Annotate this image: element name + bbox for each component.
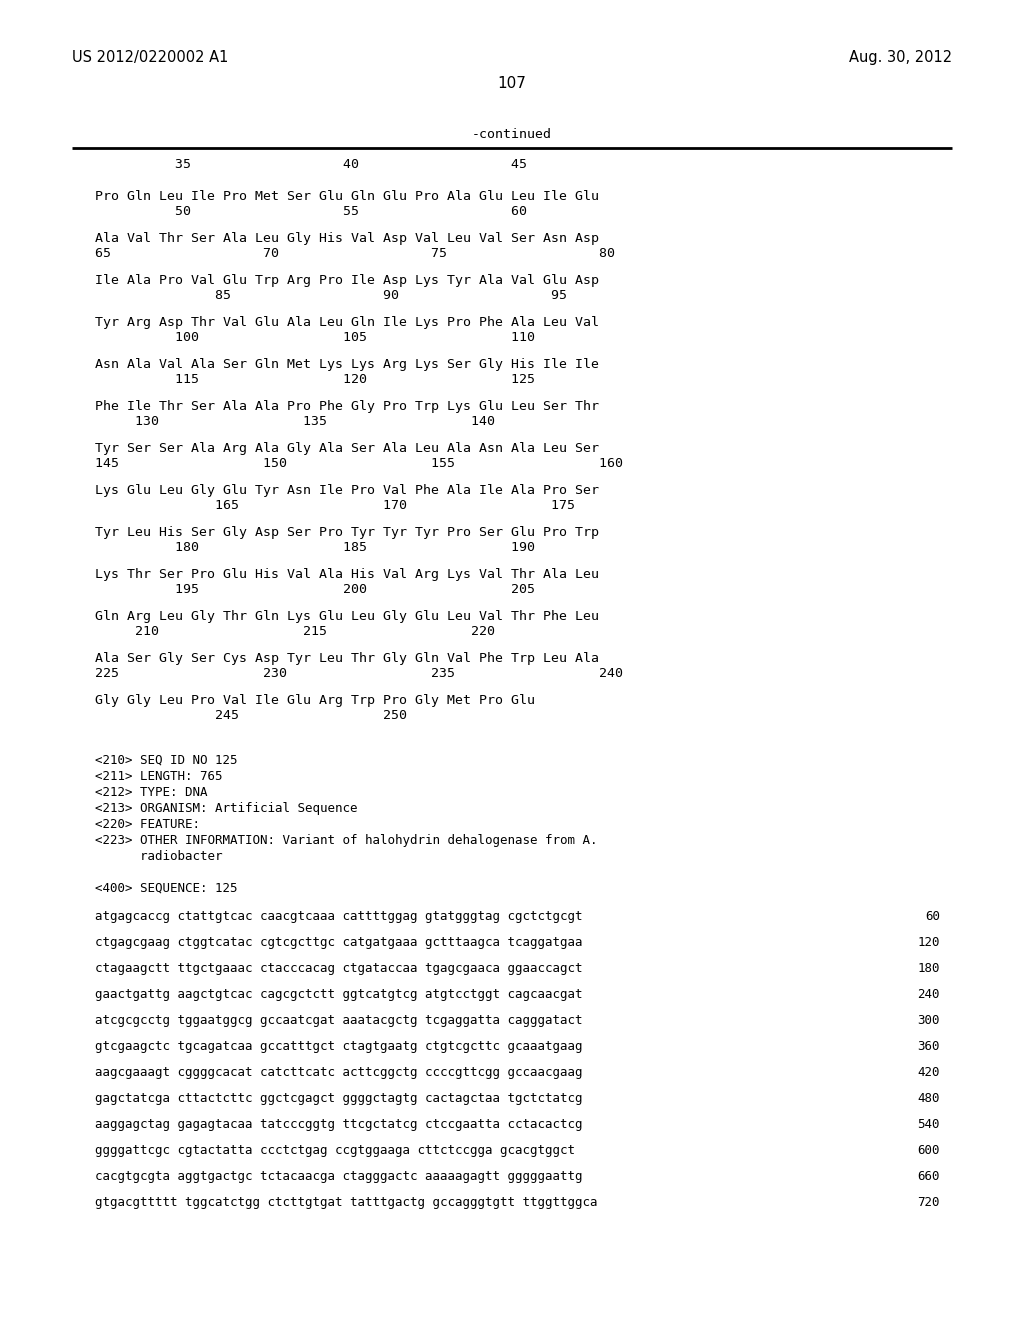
Text: <223> OTHER INFORMATION: Variant of halohydrin dehalogenase from A.: <223> OTHER INFORMATION: Variant of halo… [95, 834, 597, 847]
Text: 195                  200                  205: 195 200 205 [95, 583, 535, 597]
Text: Lys Glu Leu Gly Glu Tyr Asn Ile Pro Val Phe Ala Ile Ala Pro Ser: Lys Glu Leu Gly Glu Tyr Asn Ile Pro Val … [95, 484, 599, 498]
Text: ctagaagctt ttgctgaaac ctacccacag ctgataccaa tgagcgaaca ggaaccagct: ctagaagctt ttgctgaaac ctacccacag ctgatac… [95, 962, 583, 975]
Text: Tyr Leu His Ser Gly Asp Ser Pro Tyr Tyr Tyr Pro Ser Glu Pro Trp: Tyr Leu His Ser Gly Asp Ser Pro Tyr Tyr … [95, 525, 599, 539]
Text: 360: 360 [918, 1040, 940, 1053]
Text: <213> ORGANISM: Artificial Sequence: <213> ORGANISM: Artificial Sequence [95, 803, 357, 814]
Text: US 2012/0220002 A1: US 2012/0220002 A1 [72, 50, 228, 65]
Text: 60: 60 [925, 909, 940, 923]
Text: 600: 600 [918, 1144, 940, 1158]
Text: 245                  250: 245 250 [95, 709, 407, 722]
Text: 225                  230                  235                  240: 225 230 235 240 [95, 667, 623, 680]
Text: Tyr Ser Ser Ala Arg Ala Gly Ala Ser Ala Leu Ala Asn Ala Leu Ser: Tyr Ser Ser Ala Arg Ala Gly Ala Ser Ala … [95, 442, 599, 455]
Text: Lys Thr Ser Pro Glu His Val Ala His Val Arg Lys Val Thr Ala Leu: Lys Thr Ser Pro Glu His Val Ala His Val … [95, 568, 599, 581]
Text: atcgcgcctg tggaatggcg gccaatcgat aaatacgctg tcgaggatta cagggatact: atcgcgcctg tggaatggcg gccaatcgat aaatacg… [95, 1014, 583, 1027]
Text: 107: 107 [498, 77, 526, 91]
Text: gtgacgttttt tggcatctgg ctcttgtgat tatttgactg gccagggtgtt ttggttggca: gtgacgttttt tggcatctgg ctcttgtgat tatttg… [95, 1196, 597, 1209]
Text: ctgagcgaag ctggtcatac cgtcgcttgc catgatgaaa gctttaagca tcaggatgaa: ctgagcgaag ctggtcatac cgtcgcttgc catgatg… [95, 936, 583, 949]
Text: 65                   70                   75                   80: 65 70 75 80 [95, 247, 615, 260]
Text: aaggagctag gagagtacaa tatcccggtg ttcgctatcg ctccgaatta cctacactcg: aaggagctag gagagtacaa tatcccggtg ttcgcta… [95, 1118, 583, 1131]
Text: 115                  120                  125: 115 120 125 [95, 374, 535, 385]
Text: 180: 180 [918, 962, 940, 975]
Text: 540: 540 [918, 1118, 940, 1131]
Text: atgagcaccg ctattgtcac caacgtcaaa cattttggag gtatgggtag cgctctgcgt: atgagcaccg ctattgtcac caacgtcaaa cattttg… [95, 909, 583, 923]
Text: Phe Ile Thr Ser Ala Ala Pro Phe Gly Pro Trp Lys Glu Leu Ser Thr: Phe Ile Thr Ser Ala Ala Pro Phe Gly Pro … [95, 400, 599, 413]
Text: Aug. 30, 2012: Aug. 30, 2012 [849, 50, 952, 65]
Text: 180                  185                  190: 180 185 190 [95, 541, 535, 554]
Text: 210                  215                  220: 210 215 220 [95, 624, 495, 638]
Text: 420: 420 [918, 1067, 940, 1078]
Text: Ile Ala Pro Val Glu Trp Arg Pro Ile Asp Lys Tyr Ala Val Glu Asp: Ile Ala Pro Val Glu Trp Arg Pro Ile Asp … [95, 275, 599, 286]
Text: ggggattcgc cgtactatta ccctctgag ccgtggaaga cttctccgga gcacgtggct: ggggattcgc cgtactatta ccctctgag ccgtggaa… [95, 1144, 575, 1158]
Text: Gly Gly Leu Pro Val Ile Glu Arg Trp Pro Gly Met Pro Glu: Gly Gly Leu Pro Val Ile Glu Arg Trp Pro … [95, 694, 535, 708]
Text: 50                   55                   60: 50 55 60 [95, 205, 527, 218]
Text: Ala Val Thr Ser Ala Leu Gly His Val Asp Val Leu Val Ser Asn Asp: Ala Val Thr Ser Ala Leu Gly His Val Asp … [95, 232, 599, 246]
Text: Pro Gln Leu Ile Pro Met Ser Glu Gln Glu Pro Ala Glu Leu Ile Glu: Pro Gln Leu Ile Pro Met Ser Glu Gln Glu … [95, 190, 599, 203]
Text: gagctatcga cttactcttc ggctcgagct ggggctagtg cactagctaa tgctctatcg: gagctatcga cttactcttc ggctcgagct ggggcta… [95, 1092, 583, 1105]
Text: 120: 120 [918, 936, 940, 949]
Text: Asn Ala Val Ala Ser Gln Met Lys Lys Arg Lys Ser Gly His Ile Ile: Asn Ala Val Ala Ser Gln Met Lys Lys Arg … [95, 358, 599, 371]
Text: gtcgaagctc tgcagatcaa gccatttgct ctagtgaatg ctgtcgcttc gcaaatgaag: gtcgaagctc tgcagatcaa gccatttgct ctagtga… [95, 1040, 583, 1053]
Text: 660: 660 [918, 1170, 940, 1183]
Text: cacgtgcgta aggtgactgc tctacaacga ctagggactc aaaaagagtt gggggaattg: cacgtgcgta aggtgactgc tctacaacga ctaggga… [95, 1170, 583, 1183]
Text: 300: 300 [918, 1014, 940, 1027]
Text: 100                  105                  110: 100 105 110 [95, 331, 535, 345]
Text: Tyr Arg Asp Thr Val Glu Ala Leu Gln Ile Lys Pro Phe Ala Leu Val: Tyr Arg Asp Thr Val Glu Ala Leu Gln Ile … [95, 315, 599, 329]
Text: Ala Ser Gly Ser Cys Asp Tyr Leu Thr Gly Gln Val Phe Trp Leu Ala: Ala Ser Gly Ser Cys Asp Tyr Leu Thr Gly … [95, 652, 599, 665]
Text: radiobacter: radiobacter [95, 850, 222, 863]
Text: 35                   40                   45: 35 40 45 [95, 158, 527, 172]
Text: aagcgaaagt cggggcacat catcttcatc acttcggctg ccccgttcgg gccaacgaag: aagcgaaagt cggggcacat catcttcatc acttcgg… [95, 1067, 583, 1078]
Text: 130                  135                  140: 130 135 140 [95, 414, 495, 428]
Text: 85                   90                   95: 85 90 95 [95, 289, 567, 302]
Text: gaactgattg aagctgtcac cagcgctctt ggtcatgtcg atgtcctggt cagcaacgat: gaactgattg aagctgtcac cagcgctctt ggtcatg… [95, 987, 583, 1001]
Text: <212> TYPE: DNA: <212> TYPE: DNA [95, 785, 208, 799]
Text: 165                  170                  175: 165 170 175 [95, 499, 575, 512]
Text: 145                  150                  155                  160: 145 150 155 160 [95, 457, 623, 470]
Text: 720: 720 [918, 1196, 940, 1209]
Text: -continued: -continued [472, 128, 552, 141]
Text: 480: 480 [918, 1092, 940, 1105]
Text: <211> LENGTH: 765: <211> LENGTH: 765 [95, 770, 222, 783]
Text: <400> SEQUENCE: 125: <400> SEQUENCE: 125 [95, 882, 238, 895]
Text: Gln Arg Leu Gly Thr Gln Lys Glu Leu Gly Glu Leu Val Thr Phe Leu: Gln Arg Leu Gly Thr Gln Lys Glu Leu Gly … [95, 610, 599, 623]
Text: <210> SEQ ID NO 125: <210> SEQ ID NO 125 [95, 754, 238, 767]
Text: <220> FEATURE:: <220> FEATURE: [95, 818, 200, 832]
Text: 240: 240 [918, 987, 940, 1001]
